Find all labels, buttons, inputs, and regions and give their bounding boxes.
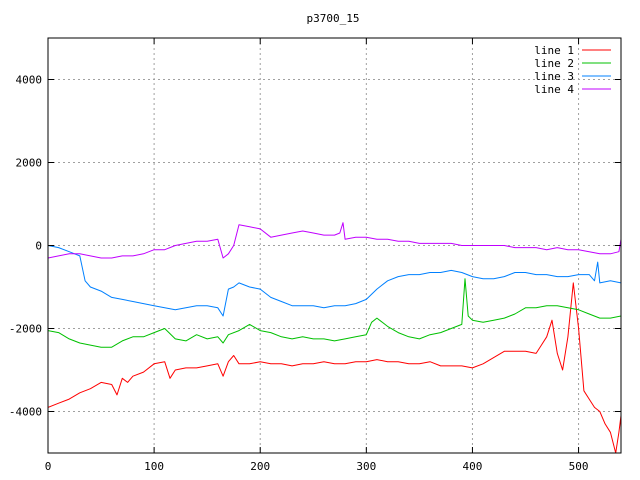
y-tick-label: -4000 — [9, 406, 42, 419]
y-tick-label: 2000 — [16, 157, 43, 170]
x-tick-label: 100 — [144, 460, 164, 473]
series-line-4 — [48, 222, 621, 259]
axis-ticks: 0 100 200 300 400 500 -4000 -2000 0 2000 4000 — [9, 38, 621, 473]
y-tick-label: 0 — [35, 240, 42, 253]
legend-label-line-2: line 2 — [534, 57, 574, 70]
x-tick-label: 0 — [45, 460, 52, 473]
series-line-1 — [48, 282, 621, 453]
series-lines — [48, 222, 621, 453]
x-tick-label: 500 — [569, 460, 589, 473]
legend-label-line-3: line 3 — [534, 70, 574, 83]
legend-label-line-1: line 1 — [534, 44, 574, 57]
series-line-2 — [48, 278, 621, 348]
chart-title: p3700_15 — [307, 12, 360, 25]
grid — [48, 38, 621, 453]
x-tick-label: 400 — [463, 460, 483, 473]
x-tick-label: 200 — [250, 460, 270, 473]
series-line-3 — [48, 245, 621, 317]
legend-label-line-4: line 4 — [534, 83, 574, 96]
y-tick-label: -2000 — [9, 323, 42, 336]
x-tick-label: 300 — [356, 460, 376, 473]
y-tick-label: 4000 — [16, 74, 43, 87]
